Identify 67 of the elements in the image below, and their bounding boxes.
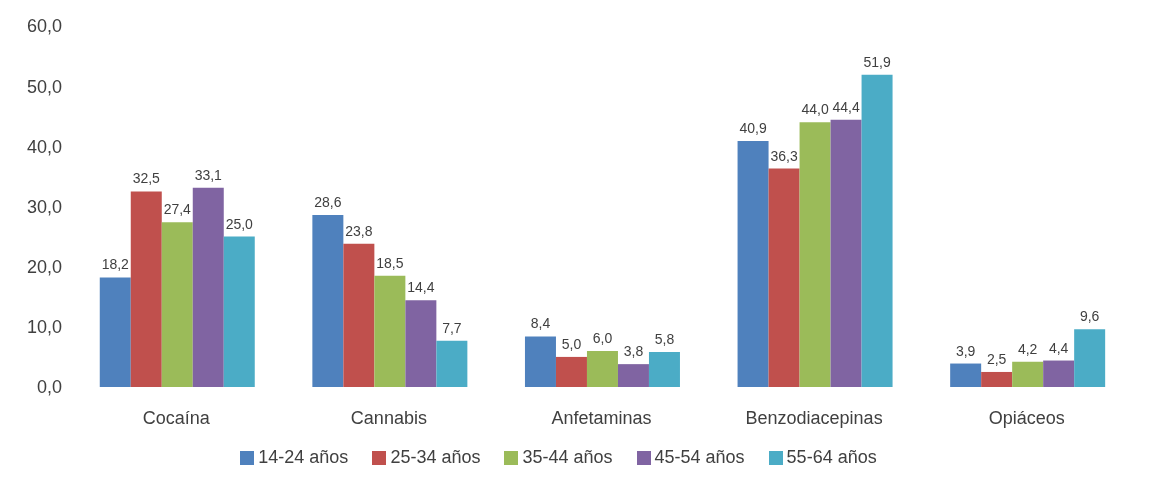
legend-label: 14-24 años: [258, 447, 349, 467]
bar: [192, 187, 224, 387]
legend-label: 55-64 años: [786, 447, 877, 467]
data-label: 25,0: [225, 215, 254, 232]
data-label: 40,9: [739, 119, 767, 136]
data-label: 7,7: [442, 319, 462, 336]
bar: [1012, 361, 1044, 387]
y-tick-label: 10,0: [26, 317, 62, 338]
legend-label: 25-34 años: [390, 447, 481, 467]
y-tick-label: 0,0: [36, 377, 62, 398]
data-label: 18,5: [376, 254, 404, 271]
data-label: 3,8: [623, 343, 644, 360]
bar: [737, 140, 769, 387]
data-label: 23,8: [345, 222, 373, 239]
data-label: 4,4: [1048, 339, 1069, 356]
bar: [830, 119, 862, 387]
y-tick-label: 60,0: [26, 16, 62, 37]
data-label: 5,0: [561, 335, 582, 352]
y-tick-label: 20,0: [26, 257, 62, 278]
bar: [312, 214, 344, 387]
bar: [648, 352, 680, 387]
data-label: 14,4: [407, 279, 435, 296]
x-tick-label: Cannabis: [350, 407, 427, 428]
bar: [1074, 329, 1106, 387]
data-label: 6,0: [592, 329, 613, 346]
data-label: 44,0: [801, 101, 829, 118]
bar: [524, 336, 556, 387]
bar: [99, 277, 131, 387]
data-label: 5,8: [654, 331, 675, 348]
bar: [374, 275, 406, 387]
data-label: 2,5: [986, 350, 1007, 367]
y-tick-label: 30,0: [26, 196, 62, 217]
bar: [617, 364, 649, 387]
data-label: 28,6: [314, 193, 342, 210]
data-label: 27,4: [163, 201, 192, 218]
x-tick-label: Opiáceos: [988, 407, 1065, 428]
bar: [799, 122, 831, 387]
data-label: 3,9: [955, 342, 976, 359]
bar: [161, 222, 193, 387]
data-label: 32,5: [132, 170, 161, 187]
data-label: 36,3: [770, 147, 798, 164]
bar: [223, 236, 255, 387]
x-tick-label: Benzodiacepinas: [745, 407, 883, 428]
data-label: 33,1: [194, 166, 223, 183]
bar: [586, 350, 618, 387]
data-label: 44,4: [832, 98, 860, 115]
y-tick-label: 50,0: [26, 76, 62, 97]
bar: [950, 363, 982, 387]
data-label: 4,2: [1017, 340, 1038, 357]
x-tick-label: Anfetaminas: [551, 407, 652, 428]
data-label: 8,4: [530, 315, 551, 332]
bar: [768, 168, 800, 387]
bar: [436, 340, 468, 387]
bar: [555, 356, 587, 387]
data-label: 51,9: [863, 53, 891, 70]
legend-label: 35-44 años: [522, 447, 613, 467]
x-tick-label: Cocaína: [142, 407, 211, 428]
bar: [1043, 360, 1075, 387]
bar: [405, 300, 437, 387]
bar: [343, 243, 375, 387]
bar: [981, 371, 1013, 387]
y-tick-label: 40,0: [26, 136, 62, 157]
data-label: 18,2: [101, 256, 130, 273]
bar: [130, 191, 162, 387]
legend-label: 45-54 años: [654, 447, 745, 467]
data-label: 9,6: [1079, 308, 1100, 325]
bar: [861, 74, 893, 387]
